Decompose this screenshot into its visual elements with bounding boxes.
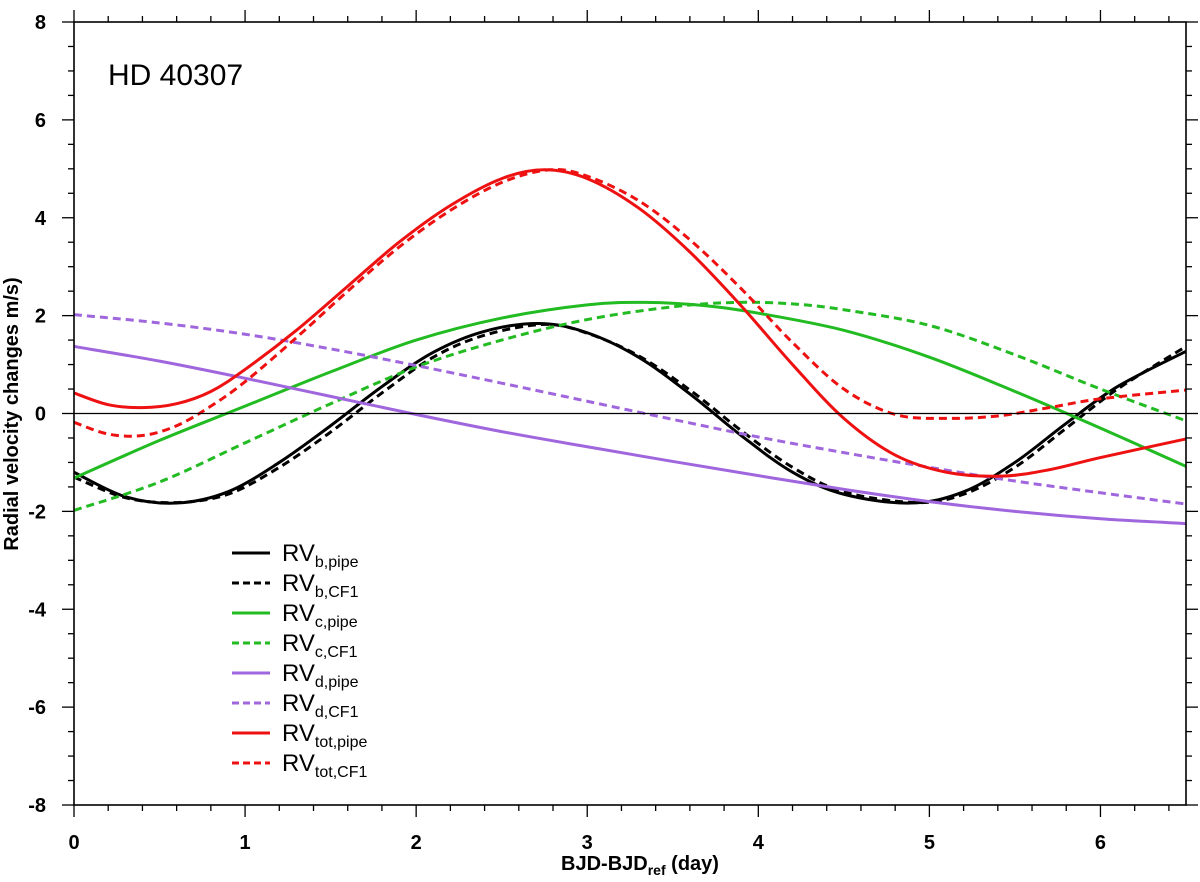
series-line-d-pipe <box>73 344 1187 526</box>
x-tick-label: 2 <box>411 832 422 854</box>
legend-label: RVtot,CF1 <box>282 750 367 781</box>
y-tick-label: -2 <box>28 501 46 523</box>
y-axis-title: Radial velocity changes m/s) <box>1 277 23 550</box>
y-tick-label: -8 <box>28 795 46 817</box>
star-name-annotation: HD 40307 <box>108 59 243 92</box>
legend-label: RVd,CF1 <box>282 690 359 721</box>
legend-item-d-pipe: RVd,pipe <box>232 660 359 691</box>
legend-item-tot-cf1: RVtot,CF1 <box>232 750 367 781</box>
x-axis-title: BJD-BJDref (day) <box>561 853 719 878</box>
y-tick-label: 8 <box>35 12 46 34</box>
y-tick-label: 4 <box>35 208 47 230</box>
y-tick-label: 2 <box>35 306 46 328</box>
legend-item-b-pipe: RVb,pipe <box>232 540 359 571</box>
legend-label: RVb,pipe <box>282 540 359 571</box>
y-tick-label: -6 <box>28 697 46 719</box>
plot-frame <box>73 21 1187 806</box>
y-tick-label: -4 <box>28 599 47 621</box>
y-tick-label: 6 <box>35 110 46 132</box>
x-axis-title-main: BJD-BJD <box>561 853 648 875</box>
series-line-d-cf1 <box>73 313 1187 506</box>
x-tick-label: 4 <box>753 832 765 854</box>
series-line-c-cf1 <box>73 300 1187 512</box>
series-line-tot-cf1 <box>73 168 1187 438</box>
legend-item-c-pipe: RVc,pipe <box>232 600 358 631</box>
x-tick-label: 1 <box>240 832 251 854</box>
legend-label: RVd,pipe <box>282 660 359 691</box>
legend-item-d-cf1: RVd,CF1 <box>232 690 359 721</box>
x-tick-label: 0 <box>68 832 79 854</box>
legend-label: RVb,CF1 <box>282 570 359 601</box>
y-tick-label: 0 <box>35 404 46 426</box>
legend: RVb,pipeRVb,CF1RVc,pipeRVc,CF1RVd,pipeRV… <box>232 540 367 781</box>
legend-item-b-cf1: RVb,CF1 <box>232 570 359 601</box>
series-lines <box>73 168 1187 526</box>
legend-label: RVc,CF1 <box>282 630 358 661</box>
series-line-tot-pipe <box>73 168 1187 478</box>
legend-label: RVtot,pipe <box>282 720 367 751</box>
legend-item-tot-pipe: RVtot,pipe <box>232 720 367 751</box>
legend-label: RVc,pipe <box>282 600 358 631</box>
y-axis-ticks: -8 -6 -4 -2 0 2 4 6 8 <box>28 12 1198 817</box>
x-axis-title-subscript: ref <box>648 862 666 878</box>
x-tick-label: 5 <box>924 832 935 854</box>
x-tick-label: 3 <box>582 832 593 854</box>
legend-item-c-cf1: RVc,CF1 <box>232 630 358 661</box>
series-line-c-pipe <box>73 300 1187 480</box>
x-axis-title-unit: (day) <box>666 853 719 875</box>
x-axis-ticks: 0 1 2 3 4 5 6 <box>68 10 1170 854</box>
x-tick-label: 6 <box>1095 832 1106 854</box>
